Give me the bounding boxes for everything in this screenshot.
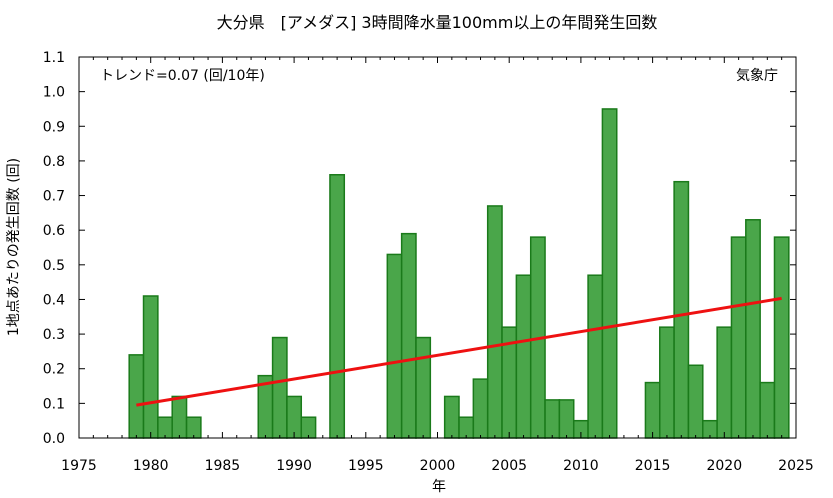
bars-group: [128, 108, 790, 439]
bar-2006: [515, 274, 532, 439]
bar-1991: [300, 416, 317, 439]
bar-2023: [759, 381, 776, 439]
x-tick-label: 2020: [706, 458, 742, 474]
x-tick-label: 2005: [491, 458, 527, 474]
bar-2002: [458, 416, 475, 439]
x-tick-label: 1995: [348, 458, 384, 474]
y-axis-label: 1地点あたりの発生回数 (回): [6, 158, 22, 336]
y-axis: 0.0 0.1 0.2 0.3 0.4 0.5 0.6 0.7 0.8 0.9 1.0 1.1: [43, 50, 796, 447]
bar-2009: [558, 399, 575, 439]
bar-2017: [673, 180, 690, 439]
y-tick-label: 0.5: [43, 258, 65, 274]
y-tick-label: 0.3: [43, 327, 65, 343]
bar-1981: [157, 416, 173, 439]
bar-1990: [286, 395, 303, 439]
y-tick-label: 0.6: [43, 223, 65, 239]
y-tick-label: 0.0: [43, 431, 65, 447]
bar-2008: [544, 399, 561, 439]
source-annotation: 気象庁: [736, 68, 778, 84]
bar-1982: [171, 395, 188, 439]
y-tick-label: 0.7: [43, 189, 65, 205]
trend-annotation: トレンド=0.07 (回/10年): [100, 68, 265, 84]
y-tick-label: 0.4: [43, 292, 65, 308]
x-tick-label: 1980: [133, 458, 169, 474]
bar-2020: [716, 326, 733, 439]
bar-2021: [730, 236, 747, 439]
bar-1980: [142, 295, 159, 439]
bar-1989: [271, 336, 288, 439]
bar-1983: [185, 416, 202, 439]
bar-2003: [472, 378, 489, 439]
y-tick-label: 0.2: [43, 362, 65, 378]
x-tick-label: 1990: [276, 458, 312, 474]
trend-group: [136, 296, 782, 407]
x-tick-label: 2000: [420, 458, 456, 474]
bar-1979: [128, 354, 145, 439]
x-tick-label: 2010: [563, 458, 599, 474]
bar-1997: [386, 253, 403, 439]
bar-2024: [773, 236, 790, 439]
bar-2001: [443, 395, 460, 439]
bar-2004: [486, 205, 503, 439]
x-axis-label: 年: [432, 479, 446, 495]
bar-2016: [659, 326, 675, 439]
bar-2012: [601, 108, 618, 439]
x-axis: 1975 1980 1985 1990 1995 2000 2005 2010 2015 2020…: [61, 57, 814, 474]
y-tick-label: 0.8: [43, 154, 65, 170]
bar-2018: [687, 364, 704, 439]
bar-2022: [745, 219, 761, 439]
x-tick-label: 1985: [205, 458, 241, 474]
x-tick-label: 1975: [61, 458, 97, 474]
y-tick-label: 1.1: [43, 50, 65, 66]
bar-1993: [329, 174, 346, 439]
trend-line: [136, 296, 782, 407]
y-tick-label: 0.1: [43, 396, 65, 412]
y-tick-label: 0.9: [43, 119, 65, 135]
bar-1999: [415, 336, 432, 439]
y-tick-label: 1.0: [43, 85, 65, 101]
bar-2011: [587, 274, 604, 439]
x-tick-label: 2025: [778, 458, 814, 474]
bar-1998: [400, 232, 417, 439]
bar-2015: [644, 381, 661, 439]
chart-title: 大分県 [アメダス] 3時間降水量100mm以上の年間発生回数: [217, 13, 658, 32]
x-tick-label: 2015: [635, 458, 671, 474]
